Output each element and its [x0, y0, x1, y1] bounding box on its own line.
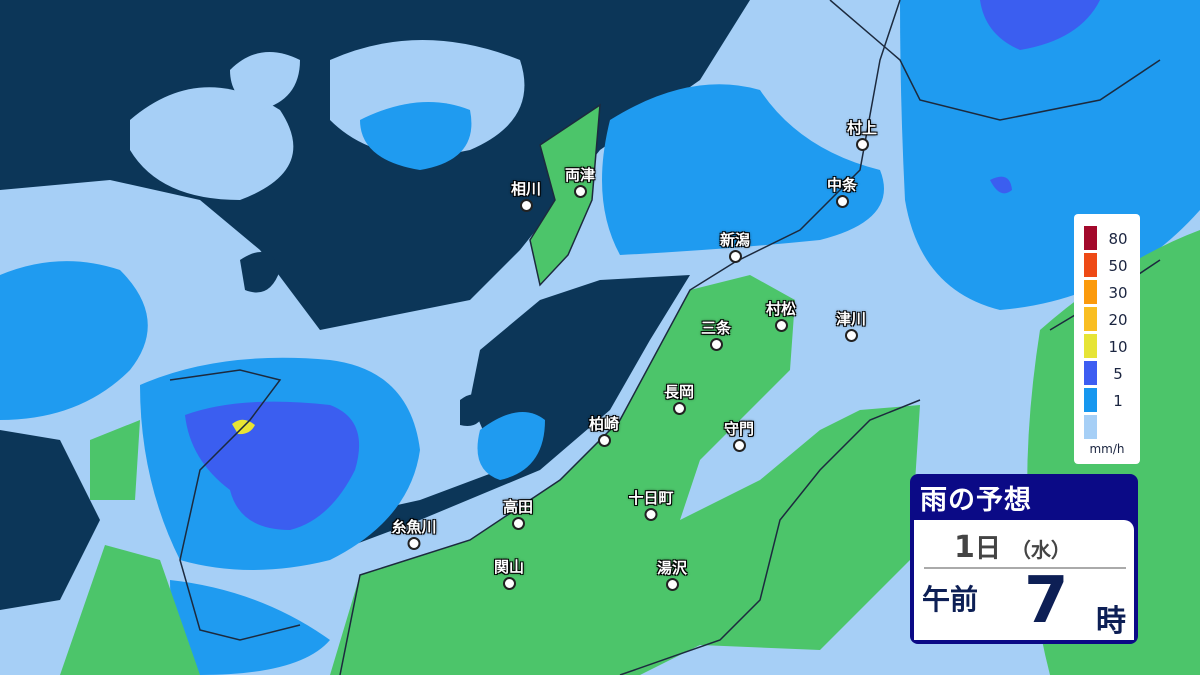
- rain-heavy-area: [185, 0, 1100, 530]
- city-dot: [844, 329, 858, 342]
- city-label: 村上: [846, 119, 878, 137]
- legend-value: 5: [1113, 365, 1123, 383]
- city-label: 湯沢: [656, 559, 688, 577]
- forecast-hour-suffix: 時: [1096, 604, 1126, 639]
- city-label: 両津: [564, 166, 596, 184]
- legend-swatch: [1084, 226, 1097, 250]
- city-label: 関山: [493, 558, 525, 576]
- city-label: 村松: [765, 300, 797, 318]
- legend-value: 80: [1108, 230, 1128, 248]
- city-marker: 高田: [503, 499, 533, 530]
- city-dot: [644, 508, 658, 521]
- city-label: 十日町: [628, 489, 674, 507]
- legend-swatch: [1084, 361, 1097, 385]
- city-label: 三条: [700, 319, 732, 337]
- city-dot: [573, 185, 587, 198]
- city-marker: 湯沢: [657, 560, 687, 591]
- legend-value: 10: [1108, 338, 1128, 356]
- legend-unit: mm/h: [1089, 442, 1125, 456]
- rain-legend: 80 50 30 20 10 5 1 mm/h: [1074, 214, 1140, 464]
- city-dot: [732, 439, 746, 452]
- city-marker: 両津: [565, 167, 595, 198]
- forecast-title: 雨の予想: [920, 485, 1032, 516]
- city-dot: [665, 578, 679, 591]
- city-label: 柏崎: [588, 415, 620, 433]
- city-dot: [597, 434, 611, 447]
- city-marker: 関山: [494, 559, 524, 590]
- city-dot: [774, 319, 788, 332]
- forecast-day-suffix: 日: [974, 534, 1001, 564]
- legend-value: 1: [1113, 392, 1123, 410]
- city-label: 長岡: [663, 383, 695, 401]
- forecast-weekday: （水）: [1010, 538, 1071, 562]
- city-marker: 柏崎: [589, 416, 619, 447]
- city-dot: [407, 537, 421, 550]
- forecast-time-box: 1日 （水） 午前 7 時: [914, 520, 1134, 640]
- city-label: 津川: [835, 310, 867, 328]
- city-dot: [519, 199, 533, 212]
- legend-swatch: [1084, 307, 1097, 331]
- city-marker: 津川: [836, 311, 866, 342]
- forecast-hour: 7: [1024, 564, 1069, 638]
- legend-swatch: [1084, 334, 1097, 358]
- city-marker: 中条: [827, 177, 857, 208]
- legend-swatch: [1084, 280, 1097, 304]
- city-dot: [835, 195, 849, 208]
- city-dot: [511, 517, 525, 530]
- forecast-ampm: 午前: [922, 583, 979, 616]
- city-dot: [728, 250, 742, 263]
- city-label: 糸魚川: [391, 518, 437, 536]
- city-marker: 新潟: [720, 232, 750, 263]
- legend-value: 50: [1108, 257, 1128, 275]
- city-marker: 長岡: [664, 384, 694, 415]
- forecast-info-panel: 雨の予想 1日 （水） 午前 7 時: [910, 474, 1138, 644]
- city-marker: 村松: [766, 301, 796, 332]
- city-marker: 糸魚川: [391, 518, 437, 550]
- city-dot: [502, 577, 516, 590]
- city-label: 相川: [510, 180, 542, 198]
- city-dot: [855, 138, 869, 151]
- city-dot: [709, 338, 723, 351]
- city-label: 中条: [826, 176, 858, 194]
- legend-value: 20: [1108, 311, 1128, 329]
- boundary-lines: [169, 0, 1161, 675]
- city-label: 守門: [723, 420, 755, 438]
- city-label: 新潟: [719, 231, 751, 249]
- city-marker: 三条: [701, 320, 731, 351]
- city-marker: 相川: [511, 181, 541, 212]
- city-marker: 守門: [724, 421, 754, 452]
- forecast-day: 1: [954, 530, 975, 565]
- city-marker: 村上: [847, 120, 877, 151]
- legend-swatch: [1084, 415, 1097, 439]
- divider: [924, 567, 1126, 569]
- city-marker: 十日町: [628, 489, 674, 521]
- sea-no-rain-coastal: [0, 252, 690, 610]
- city-label: 高田: [502, 498, 534, 516]
- city-dot: [672, 402, 686, 415]
- legend-value: 30: [1108, 284, 1128, 302]
- legend-swatch: [1084, 388, 1097, 412]
- legend-swatch: [1084, 253, 1097, 277]
- forecast-date: 1日 （水）: [954, 528, 1071, 565]
